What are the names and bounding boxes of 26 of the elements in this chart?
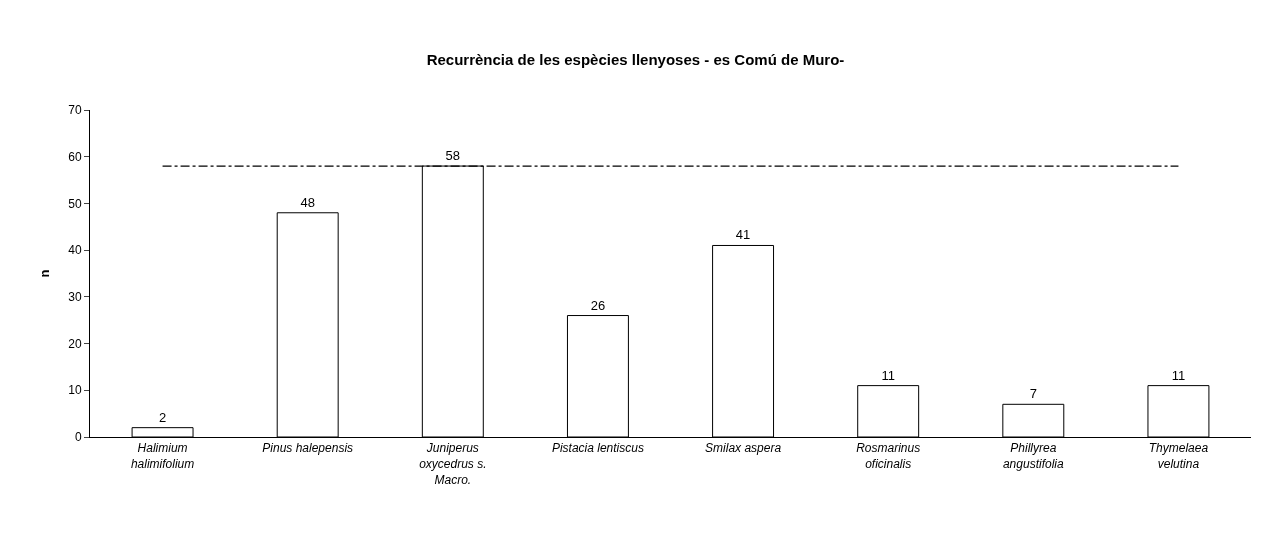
y-tick-label: 30 <box>68 290 82 305</box>
data-label: 11 <box>881 367 895 383</box>
chart-title: Recurrència de les espècies llenyoses - es Comú de Muro- <box>426 51 845 69</box>
y-tick-label: 20 <box>68 336 82 351</box>
x-tick-label: Smilax aspera <box>705 441 782 456</box>
data-label: 58 <box>445 148 461 164</box>
y-tick-label: 10 <box>68 383 82 398</box>
data-label: 2 <box>158 409 167 425</box>
y-tick-label: 50 <box>68 196 82 211</box>
data-label: 26 <box>590 297 606 313</box>
data-label: 48 <box>300 194 315 210</box>
y-tick-label: 70 <box>68 103 82 118</box>
x-tick-label: Pistacia lentiscus <box>551 441 644 456</box>
y-tick-label: 40 <box>68 243 82 258</box>
x-tick-label: Phillyrea angustifolia <box>1002 441 1064 471</box>
y-tick-label: 60 <box>68 149 82 164</box>
y-tick-label: 0 <box>74 430 82 445</box>
x-tick-label: Thymelaea velutina <box>1148 441 1209 471</box>
x-tick-label: Halimium halimifolium <box>130 441 195 471</box>
x-tick-label: Pinus halepensis <box>262 441 354 456</box>
data-label: 41 <box>735 227 751 243</box>
y-axis-title: n <box>37 269 53 278</box>
x-tick-label: Rosmarinus oficinalis <box>856 441 921 471</box>
x-tick-label: Juniperus oxycedrus s. Macro. <box>419 441 487 487</box>
data-label: 7 <box>1029 386 1037 402</box>
data-label: 11 <box>1171 367 1186 383</box>
